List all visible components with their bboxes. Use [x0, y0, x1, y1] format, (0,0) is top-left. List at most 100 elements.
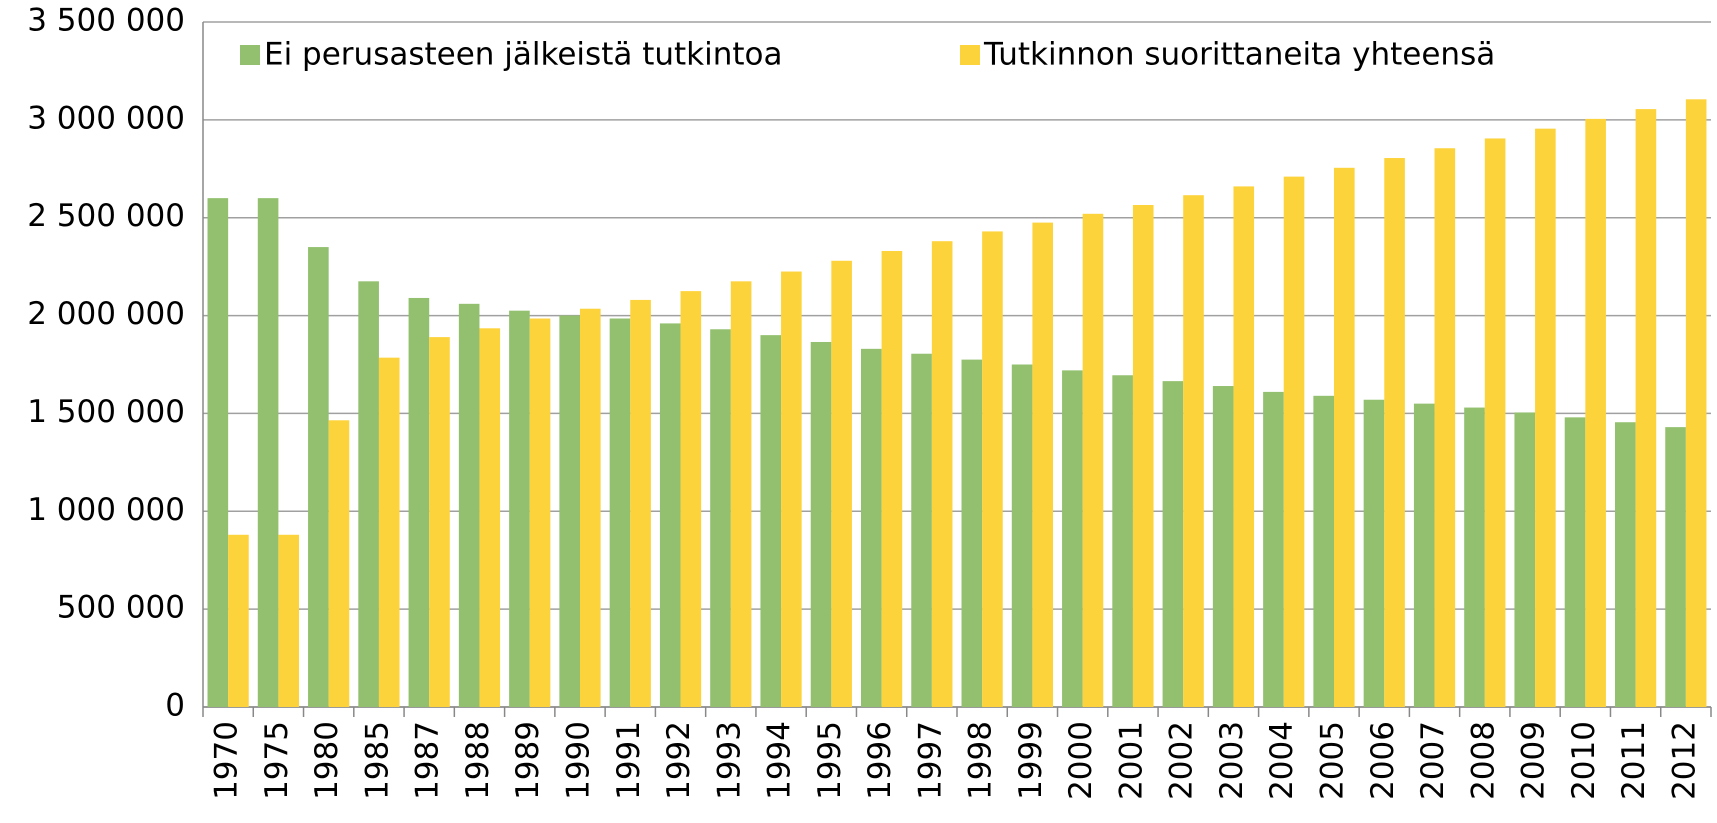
x-tick-label: 1993: [711, 721, 747, 800]
bar: [479, 328, 501, 707]
x-tick-label: 1980: [309, 721, 345, 800]
bar: [408, 297, 430, 707]
bar: [1665, 427, 1686, 707]
bar: [1484, 138, 1506, 707]
x-tick-label: 2012: [1666, 721, 1702, 800]
y-tick-label: 2 000 000: [27, 296, 185, 332]
bar: [559, 315, 580, 707]
bar: [1334, 167, 1355, 708]
x-tick-label: 1990: [561, 721, 597, 800]
bar: [458, 303, 480, 707]
bar: [810, 341, 832, 707]
bar: [308, 247, 329, 708]
bar: [1685, 99, 1707, 708]
bar: [278, 534, 300, 707]
bar: [207, 198, 229, 707]
x-tick-label: 2005: [1315, 721, 1351, 800]
x-tick-label: 2002: [1164, 721, 1200, 800]
x-tick-label: 1999: [1013, 721, 1049, 800]
bar: [760, 335, 782, 707]
bar: [1585, 118, 1606, 708]
x-tick-label: 2007: [1415, 721, 1451, 800]
x-tick-label: 2008: [1465, 721, 1501, 800]
bar: [982, 231, 1003, 707]
legend-swatch: [240, 45, 260, 65]
bar: [680, 291, 702, 707]
bar: [609, 318, 631, 707]
bar: [1112, 375, 1133, 707]
bar: [1032, 222, 1054, 707]
x-tick-label: 1998: [963, 721, 999, 800]
bar: [1413, 403, 1435, 707]
bar: [881, 250, 903, 707]
bar: [860, 348, 882, 707]
x-tick-label: 1995: [812, 721, 848, 800]
bar: [580, 308, 601, 707]
bar: [911, 353, 932, 707]
bar: [1564, 417, 1586, 707]
x-tick-label: 2011: [1616, 721, 1652, 800]
bar: [429, 337, 450, 707]
bar: [1363, 399, 1385, 707]
bar: [1082, 213, 1104, 708]
y-tick-label: 3 000 000: [27, 100, 185, 136]
bar: [1183, 195, 1204, 707]
x-tick-label: 1996: [862, 721, 898, 800]
bar: [509, 310, 530, 707]
x-tick-label: 2010: [1566, 721, 1602, 800]
bar: [630, 299, 651, 707]
x-tick-label: 2004: [1264, 721, 1300, 800]
bar: [328, 420, 350, 707]
legend-label: Tutkinnon suorittaneita yhteensä: [983, 37, 1495, 73]
bar: [1263, 391, 1284, 707]
bar: [1062, 370, 1083, 707]
bar: [529, 318, 551, 707]
bar: [1464, 407, 1485, 707]
x-tick-label: 1991: [611, 721, 647, 800]
bar: [378, 357, 400, 707]
y-tick-label: 1 000 000: [27, 492, 185, 528]
bar: [1514, 412, 1536, 707]
bar: [710, 329, 731, 707]
bar: [1162, 381, 1184, 707]
x-tick-label: 1989: [510, 721, 546, 800]
bar: [1283, 176, 1305, 708]
x-tick-label: 1987: [410, 721, 446, 800]
x-tick-label: 1994: [762, 721, 798, 800]
bar: [1233, 186, 1255, 707]
bar: [1011, 364, 1033, 707]
x-tick-label: 2000: [1063, 721, 1099, 800]
bar: [1535, 128, 1556, 707]
x-tick-label: 2003: [1214, 721, 1250, 800]
bar: [1635, 109, 1657, 708]
bar: [1313, 395, 1334, 707]
bar: [931, 241, 953, 707]
x-tick-label: 1975: [259, 721, 295, 800]
bar: [358, 281, 379, 707]
bar: [1384, 158, 1405, 707]
y-tick-label: 0: [165, 688, 185, 724]
x-tick-label: 1985: [359, 721, 395, 800]
bar: [831, 260, 852, 707]
x-tick-label: 1997: [912, 721, 948, 800]
legend-swatch: [960, 45, 980, 65]
legend-label: Ei perusasteen jälkeistä tutkintoa: [264, 37, 783, 73]
x-tick-label: 1988: [460, 721, 496, 800]
y-tick-label: 1 500 000: [27, 394, 185, 430]
x-tick-label: 2006: [1365, 721, 1401, 800]
bar: [1212, 386, 1234, 707]
x-tick-label: 1992: [661, 721, 697, 800]
bar: [1614, 422, 1636, 707]
y-tick-label: 2 500 000: [27, 198, 185, 234]
bar: [1434, 148, 1456, 707]
bar: [228, 534, 249, 707]
y-tick-label: 3 500 000: [27, 3, 185, 39]
bar: [659, 323, 681, 707]
x-tick-label: 2001: [1113, 721, 1149, 800]
x-tick-label: 1970: [209, 721, 245, 800]
bar: [1132, 204, 1154, 707]
y-tick-label: 500 000: [57, 590, 185, 626]
bar: [730, 281, 752, 707]
bar: [257, 198, 279, 707]
